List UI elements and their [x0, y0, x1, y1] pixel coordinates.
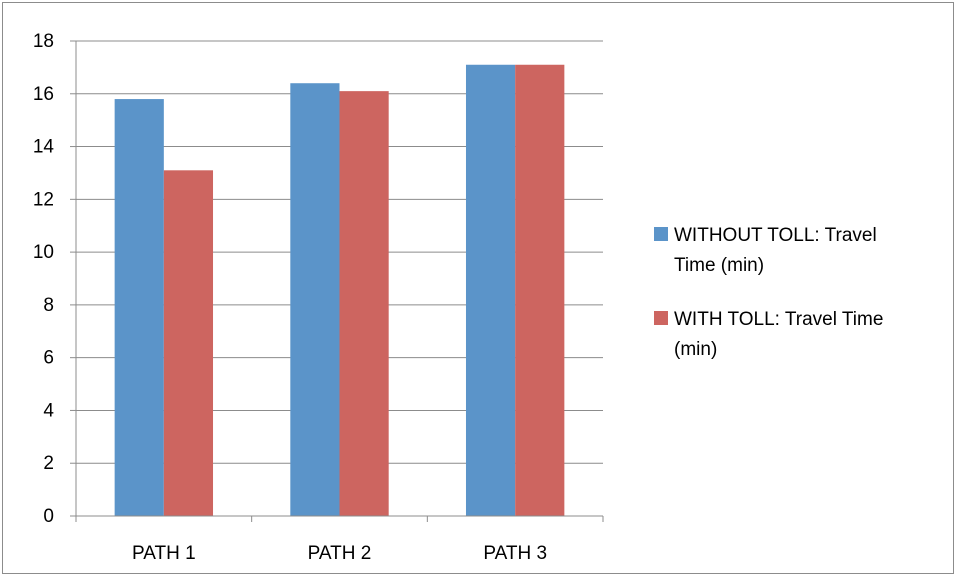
y-tick-label: 8 [43, 295, 54, 316]
y-tick-label: 18 [33, 31, 54, 52]
y-tick-label: 0 [43, 506, 54, 527]
y-tick-label: 12 [33, 189, 54, 210]
legend-label: WITH TOLL: Travel Time [674, 309, 883, 330]
legend-label: WITHOUT TOLL: Travel [674, 225, 877, 246]
axes [70, 40, 604, 522]
x-tick-labels: PATH 1 PATH 2 PATH 3 [132, 543, 547, 564]
x-tick-label: PATH 1 [132, 543, 196, 564]
bar-without-toll-path-3 [465, 64, 516, 516]
legend-swatch [654, 311, 668, 325]
y-tick-label: 2 [43, 453, 54, 474]
bar-without-toll-path-1 [114, 99, 164, 517]
legend-label: (min) [674, 339, 717, 360]
y-tick-label: 14 [33, 137, 55, 158]
y-tick-label: 16 [33, 84, 54, 105]
x-tick-label: PATH 3 [483, 543, 547, 564]
bar-without-toll-path-2 [290, 83, 340, 516]
legend: WITHOUT TOLL: Travel Time (min) WITH TOLL:… [654, 225, 883, 360]
y-tick-label: 4 [43, 400, 54, 421]
y-tick-label: 6 [43, 348, 54, 369]
bar-with-toll-path-2 [339, 91, 389, 516]
legend-label: Time (min) [674, 255, 764, 276]
bar-with-toll-path-1 [163, 170, 214, 517]
x-tick-label: PATH 2 [308, 543, 372, 564]
y-tick-labels: 0 2 4 6 8 10 12 14 16 18 [33, 31, 55, 527]
bar-with-toll-path-3 [515, 64, 565, 516]
legend-swatch [654, 227, 668, 241]
bars [114, 64, 565, 517]
y-tick-label: 10 [33, 242, 54, 263]
